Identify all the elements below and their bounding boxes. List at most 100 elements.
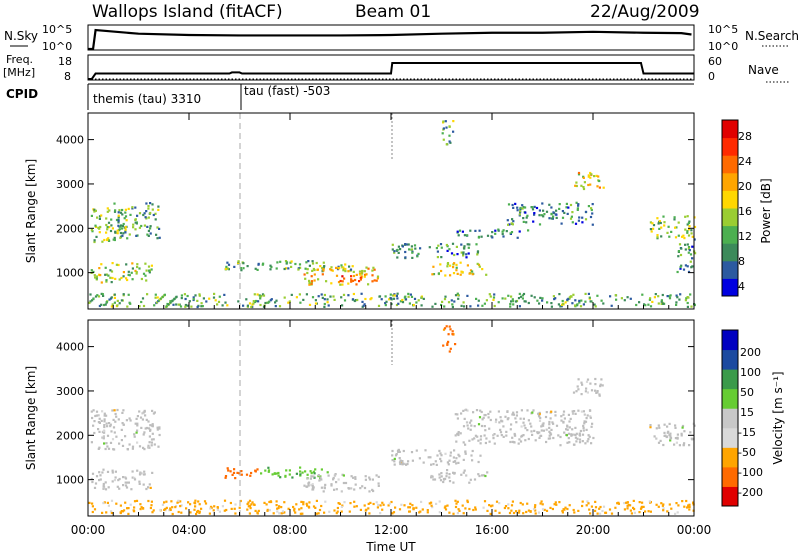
scatter-cell <box>225 265 228 268</box>
scatter-cell <box>161 295 164 298</box>
scatter-cell <box>248 512 251 515</box>
scatter-cell <box>335 266 338 269</box>
scatter-cell <box>591 422 594 425</box>
scatter-cell <box>270 298 273 301</box>
scatter-cell <box>543 508 546 511</box>
scatter-cell <box>390 500 393 504</box>
scatter-cell <box>582 186 585 189</box>
scatter-cell <box>656 234 659 237</box>
scatter-cell <box>359 278 362 281</box>
power-cbar-swatch <box>722 260 738 279</box>
scatter-cell <box>145 202 148 205</box>
scatter-cell <box>266 508 269 511</box>
scatter-cell <box>655 427 658 430</box>
scatter-cell <box>507 294 510 297</box>
scatter-cell <box>507 507 510 510</box>
scatter-cell <box>463 417 466 420</box>
scatter-cell <box>116 299 119 302</box>
scatter-cell <box>311 269 314 272</box>
scatter-cell <box>152 438 155 441</box>
scatter-cell <box>590 173 593 176</box>
scatter-cell <box>262 294 266 297</box>
scatter-cell <box>368 490 371 493</box>
scatter-cell <box>314 302 318 305</box>
radar-title: Wallops Island (fitACF) <box>92 2 283 22</box>
scatter-cell <box>322 266 325 269</box>
scatter-cell <box>214 299 217 302</box>
scatter-cell <box>104 303 107 306</box>
scatter-cell <box>657 222 660 225</box>
scatter-cell <box>508 511 512 515</box>
scatter-cell <box>305 261 308 264</box>
scatter-cell <box>516 206 519 209</box>
scatter-cell <box>512 511 516 515</box>
scatter-cell <box>117 216 120 219</box>
scatter-cell <box>273 472 276 475</box>
scatter-cell <box>139 471 142 474</box>
scatter-cell <box>548 430 551 433</box>
scatter-cell <box>280 512 283 515</box>
scatter-cell <box>367 267 370 270</box>
scatter-cell <box>344 267 347 271</box>
velocity-cbar-swatch <box>722 369 738 390</box>
scatter-cell <box>98 215 102 218</box>
scatter-cell <box>313 279 316 282</box>
scatter-cell <box>557 434 560 437</box>
scatter-cell <box>110 270 114 273</box>
scatter-cell <box>91 416 94 420</box>
scatter-cell <box>602 302 605 305</box>
scatter-cell <box>135 271 138 274</box>
scatter-cell <box>437 272 440 275</box>
scatter-cell <box>277 506 280 510</box>
scatter-cell <box>521 434 524 437</box>
scatter-cell <box>304 470 307 473</box>
scatter-cell <box>120 510 123 513</box>
scatter-cell <box>580 410 583 413</box>
scatter-cell <box>404 243 407 246</box>
scatter-cell <box>599 383 602 386</box>
scatter-cell <box>194 505 197 508</box>
scatter-cell <box>471 273 474 276</box>
scatter-cell <box>329 295 332 298</box>
scatter-cell <box>510 423 513 426</box>
scatter-cell <box>113 409 116 412</box>
scatter-cell <box>234 477 237 480</box>
scatter-cell <box>330 269 333 272</box>
scatter-cell <box>290 260 293 263</box>
scatter-cell <box>136 263 139 266</box>
scatter-cell <box>577 409 580 412</box>
scatter-cell <box>499 416 502 419</box>
scatter-cell <box>577 388 580 391</box>
scatter-cell <box>149 232 152 235</box>
scatter-cell <box>93 420 96 423</box>
scatter-cell <box>674 424 677 427</box>
scatter-cell <box>240 470 243 473</box>
scatter-cell <box>365 273 368 276</box>
scatter-cell <box>328 510 331 513</box>
scatter-cell <box>202 297 205 300</box>
scatter-cell <box>585 380 589 383</box>
scatter-cell <box>659 439 662 442</box>
scatter-cell <box>105 414 108 417</box>
scatter-cell <box>458 229 462 232</box>
scatter-cell <box>680 264 683 267</box>
scatter-cell <box>454 505 458 509</box>
scatter-cell <box>109 423 112 426</box>
scatter-cell <box>421 508 424 511</box>
scatter-cell <box>400 503 403 506</box>
scatter-cell <box>103 412 106 415</box>
scatter-cell <box>113 238 116 242</box>
scatter-cell <box>574 222 578 225</box>
scatter-cell <box>466 409 469 412</box>
scatter-cell <box>107 504 110 507</box>
scatter-cell <box>121 510 124 513</box>
scatter-cell <box>497 301 500 304</box>
scatter-cell <box>122 484 125 487</box>
velocity-cbar-swatch <box>722 388 738 409</box>
power-panel-bg <box>88 113 694 309</box>
scatter-cell <box>582 424 585 427</box>
scatter-cell <box>125 486 129 489</box>
scatter-cell <box>576 207 579 210</box>
scatter-cell <box>127 507 130 510</box>
power-cbar-tick-24: 24 <box>738 155 752 168</box>
